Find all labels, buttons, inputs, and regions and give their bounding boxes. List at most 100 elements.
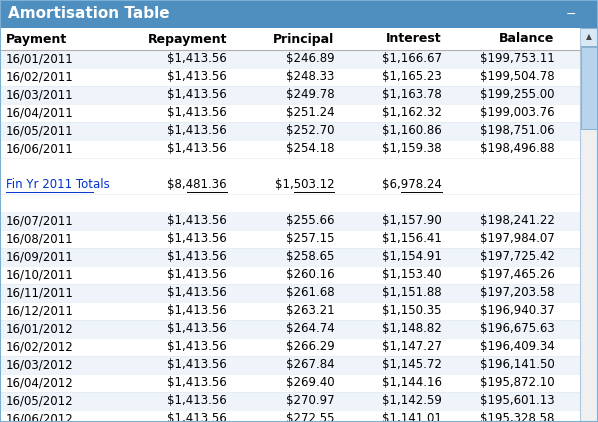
Text: $270.97: $270.97: [286, 395, 334, 408]
Text: −: −: [566, 8, 576, 21]
Text: $199,504.78: $199,504.78: [480, 70, 555, 84]
Text: $1,413.56: $1,413.56: [167, 305, 227, 317]
Text: 16/01/2011: 16/01/2011: [6, 52, 74, 65]
Text: Amortisation Table: Amortisation Table: [8, 6, 170, 22]
Text: 16/03/2011: 16/03/2011: [6, 89, 74, 102]
Text: $1,156.41: $1,156.41: [382, 233, 441, 246]
Text: 16/04/2012: 16/04/2012: [6, 376, 74, 390]
Text: $249.78: $249.78: [286, 89, 334, 102]
Text: $1,413.56: $1,413.56: [167, 412, 227, 422]
Text: $1,413.56: $1,413.56: [167, 376, 227, 390]
Text: $257.15: $257.15: [286, 233, 334, 246]
Text: Fin Yr 2011 Totals: Fin Yr 2011 Totals: [6, 179, 110, 192]
Text: $198,496.88: $198,496.88: [480, 143, 555, 155]
Bar: [0, 284, 580, 302]
Bar: [0, 68, 580, 86]
Text: $196,409.34: $196,409.34: [480, 341, 555, 354]
Text: $1,413.56: $1,413.56: [167, 395, 227, 408]
Text: Principal: Principal: [273, 32, 334, 46]
Bar: [0, 320, 580, 338]
Text: $266.29: $266.29: [286, 341, 334, 354]
Text: $251.24: $251.24: [286, 106, 334, 119]
Text: $6,978.24: $6,978.24: [382, 179, 441, 192]
Text: Payment: Payment: [6, 32, 67, 46]
Bar: [0, 50, 580, 68]
Bar: [0, 410, 580, 422]
Text: $195,601.13: $195,601.13: [480, 395, 555, 408]
Bar: [0, 302, 580, 320]
Bar: [0, 230, 580, 248]
Text: 16/01/2012: 16/01/2012: [6, 322, 74, 335]
Text: 16/09/2011: 16/09/2011: [6, 251, 74, 263]
Text: Repayment: Repayment: [148, 32, 227, 46]
Text: $1,503.12: $1,503.12: [274, 179, 334, 192]
Text: $196,675.63: $196,675.63: [480, 322, 555, 335]
Text: 16/10/2011: 16/10/2011: [6, 268, 74, 281]
Bar: [0, 28, 580, 50]
Text: $1,413.56: $1,413.56: [167, 106, 227, 119]
Bar: [0, 266, 580, 284]
Text: $198,241.22: $198,241.22: [480, 214, 555, 227]
Text: $252.70: $252.70: [286, 124, 334, 138]
Text: 16/12/2011: 16/12/2011: [6, 305, 74, 317]
Text: $196,141.50: $196,141.50: [480, 359, 555, 371]
Text: 16/02/2012: 16/02/2012: [6, 341, 74, 354]
Text: $195,328.58: $195,328.58: [480, 412, 555, 422]
Text: 16/08/2011: 16/08/2011: [6, 233, 74, 246]
Text: 16/05/2012: 16/05/2012: [6, 395, 74, 408]
Text: $197,203.58: $197,203.58: [480, 287, 555, 300]
Bar: [580, 28, 598, 46]
Bar: [580, 46, 598, 422]
Bar: [0, 122, 580, 140]
Text: $1,157.90: $1,157.90: [382, 214, 441, 227]
Text: 16/02/2011: 16/02/2011: [6, 70, 74, 84]
Text: $1,413.56: $1,413.56: [167, 268, 227, 281]
Text: $1,413.56: $1,413.56: [167, 143, 227, 155]
Text: $1,141.01: $1,141.01: [382, 412, 441, 422]
Bar: [0, 338, 580, 356]
Text: 16/03/2012: 16/03/2012: [6, 359, 74, 371]
Text: $1,163.78: $1,163.78: [382, 89, 441, 102]
Text: $1,413.56: $1,413.56: [167, 70, 227, 84]
Bar: [0, 356, 580, 374]
Bar: [580, 28, 598, 422]
Bar: [0, 176, 580, 194]
Text: $1,142.59: $1,142.59: [382, 395, 441, 408]
Text: $255.66: $255.66: [286, 214, 334, 227]
Text: $195,872.10: $195,872.10: [480, 376, 555, 390]
Text: $272.55: $272.55: [286, 412, 334, 422]
Text: ▲: ▲: [586, 32, 592, 41]
Text: $1,148.82: $1,148.82: [382, 322, 441, 335]
Text: $1,145.72: $1,145.72: [382, 359, 441, 371]
Bar: [0, 212, 580, 230]
Text: $1,144.16: $1,144.16: [382, 376, 441, 390]
Text: $1,413.56: $1,413.56: [167, 52, 227, 65]
Text: $8,481.36: $8,481.36: [167, 179, 227, 192]
Text: $263.21: $263.21: [286, 305, 334, 317]
Bar: [0, 194, 580, 212]
Text: Interest: Interest: [386, 32, 441, 46]
Text: $197,465.26: $197,465.26: [480, 268, 555, 281]
Text: $197,984.07: $197,984.07: [480, 233, 555, 246]
Text: $260.16: $260.16: [286, 268, 334, 281]
Text: $1,165.23: $1,165.23: [382, 70, 441, 84]
Text: 16/06/2012: 16/06/2012: [6, 412, 74, 422]
Text: $1,413.56: $1,413.56: [167, 233, 227, 246]
Text: $267.84: $267.84: [286, 359, 334, 371]
Text: $199,255.00: $199,255.00: [480, 89, 555, 102]
Text: $1,147.27: $1,147.27: [382, 341, 441, 354]
Text: $1,413.56: $1,413.56: [167, 287, 227, 300]
Bar: [0, 374, 580, 392]
Bar: [0, 140, 580, 158]
Text: $1,413.56: $1,413.56: [167, 322, 227, 335]
Text: 16/06/2011: 16/06/2011: [6, 143, 74, 155]
Text: 16/05/2011: 16/05/2011: [6, 124, 74, 138]
Bar: [0, 158, 580, 176]
Text: $196,940.37: $196,940.37: [480, 305, 555, 317]
Text: $1,162.32: $1,162.32: [382, 106, 441, 119]
Text: $199,753.11: $199,753.11: [480, 52, 555, 65]
Text: $264.74: $264.74: [286, 322, 334, 335]
Bar: [0, 104, 580, 122]
Text: $1,413.56: $1,413.56: [167, 341, 227, 354]
Text: $1,413.56: $1,413.56: [167, 89, 227, 102]
